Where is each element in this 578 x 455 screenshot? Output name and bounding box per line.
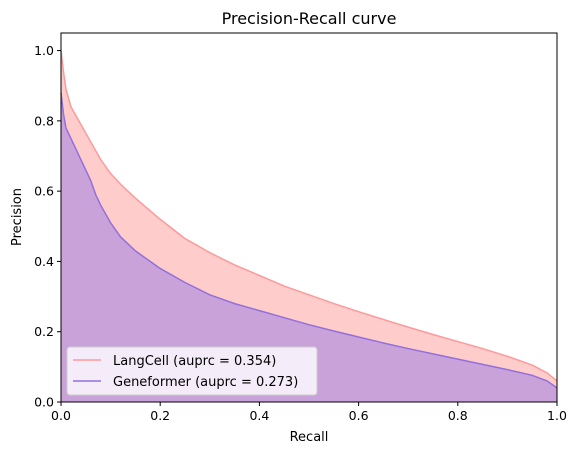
series-lines <box>60 50 558 389</box>
y-tick-label: 0.0 <box>34 395 54 410</box>
x-tick-label: 0.8 <box>448 408 468 423</box>
legend-label-geneformer: Geneformer (auprc = 0.273) <box>113 375 298 390</box>
y-tick-label: 0.8 <box>34 113 54 128</box>
x-tick-label: 0.0 <box>51 408 71 423</box>
y-tick-label: 0.2 <box>34 324 54 339</box>
x-axis-label: Recall <box>290 430 329 445</box>
y-ticks: 0.0 0.2 0.4 0.6 0.8 1.0 <box>34 43 61 410</box>
plot-frame <box>60 32 558 403</box>
y-axis-label: Precision <box>10 188 25 246</box>
legend-label-langcell: LangCell (auprc = 0.354) <box>113 354 276 369</box>
series-fills <box>61 50 557 403</box>
series-fill-geneformer <box>61 92 557 403</box>
series-line-geneformer <box>60 92 558 389</box>
y-tick-label: 0.4 <box>34 254 54 269</box>
x-tick-label: 0.6 <box>349 408 369 423</box>
chart-title: Precision-Recall curve <box>222 9 397 28</box>
y-tick-label: 0.6 <box>34 184 54 199</box>
y-tick-label: 1.0 <box>34 43 54 58</box>
x-ticks: 0.0 0.2 0.4 0.6 0.8 1.0 <box>51 402 567 423</box>
legend-box <box>66 346 318 396</box>
legend: LangCell (auprc = 0.354) Geneformer (aup… <box>66 346 318 396</box>
series-line-langcell <box>60 50 558 382</box>
x-tick-label: 1.0 <box>547 408 567 423</box>
x-tick-label: 0.2 <box>150 408 170 423</box>
x-tick-label: 0.4 <box>249 408 269 423</box>
